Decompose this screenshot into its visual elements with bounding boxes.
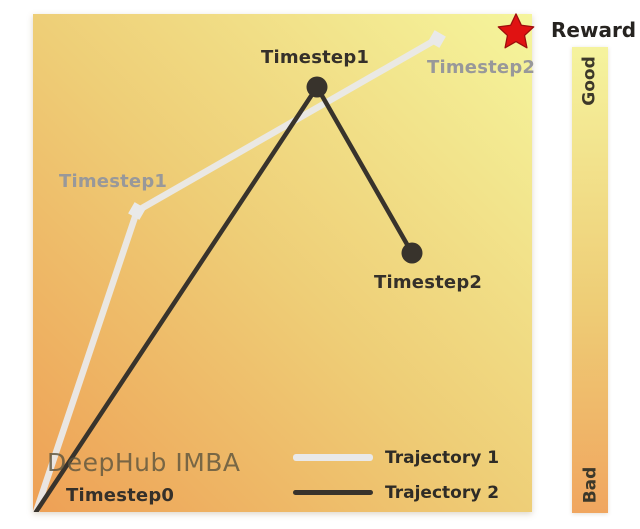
good-label: Good xyxy=(580,56,601,106)
trajectory2-timestep1-marker xyxy=(306,76,328,98)
trajectory2-timestep2-marker xyxy=(401,242,423,264)
watermark-text: DeepHub IMBA xyxy=(47,448,241,477)
legend-row-trajectory2: Trajectory 2 xyxy=(293,475,499,510)
reward-gradient-plot: Timestep1 Timestep2 Timestep1 Timestep2 … xyxy=(33,14,536,512)
reward-good-caption: Good xyxy=(572,50,608,112)
trajectory1-timestep2-label: Timestep2 xyxy=(427,57,536,78)
trajectory2-timestep1-label: Timestep1 xyxy=(261,47,370,68)
trajectory1-timestep1-label: Timestep1 xyxy=(59,171,168,192)
trajectory1-timestep2-marker xyxy=(428,30,446,48)
legend-label-trajectory2: Trajectory 2 xyxy=(385,482,500,503)
reward-bad-caption: Bad xyxy=(572,456,608,514)
trajectory2-timestep2-label: Timestep2 xyxy=(374,272,483,293)
trajectory1-timestep1-marker xyxy=(128,202,146,220)
trajectory1-line-swatch xyxy=(293,454,373,461)
trajectory-1-path xyxy=(33,30,446,512)
legend: Trajectory 1 Trajectory 2 xyxy=(293,440,499,510)
timestep0-label: Timestep0 xyxy=(66,485,175,506)
legend-row-trajectory1: Trajectory 1 xyxy=(293,440,499,475)
legend-label-trajectory1: Trajectory 1 xyxy=(385,447,500,468)
reward-star-icon xyxy=(496,12,536,50)
trajectory-2-path xyxy=(33,76,423,512)
trajectories-graphic xyxy=(33,30,446,512)
reward-title: Reward xyxy=(551,18,637,42)
bad-label: Bad xyxy=(580,466,601,504)
trajectory2-line-swatch xyxy=(293,490,373,495)
reward-gradient-bar xyxy=(572,47,608,513)
